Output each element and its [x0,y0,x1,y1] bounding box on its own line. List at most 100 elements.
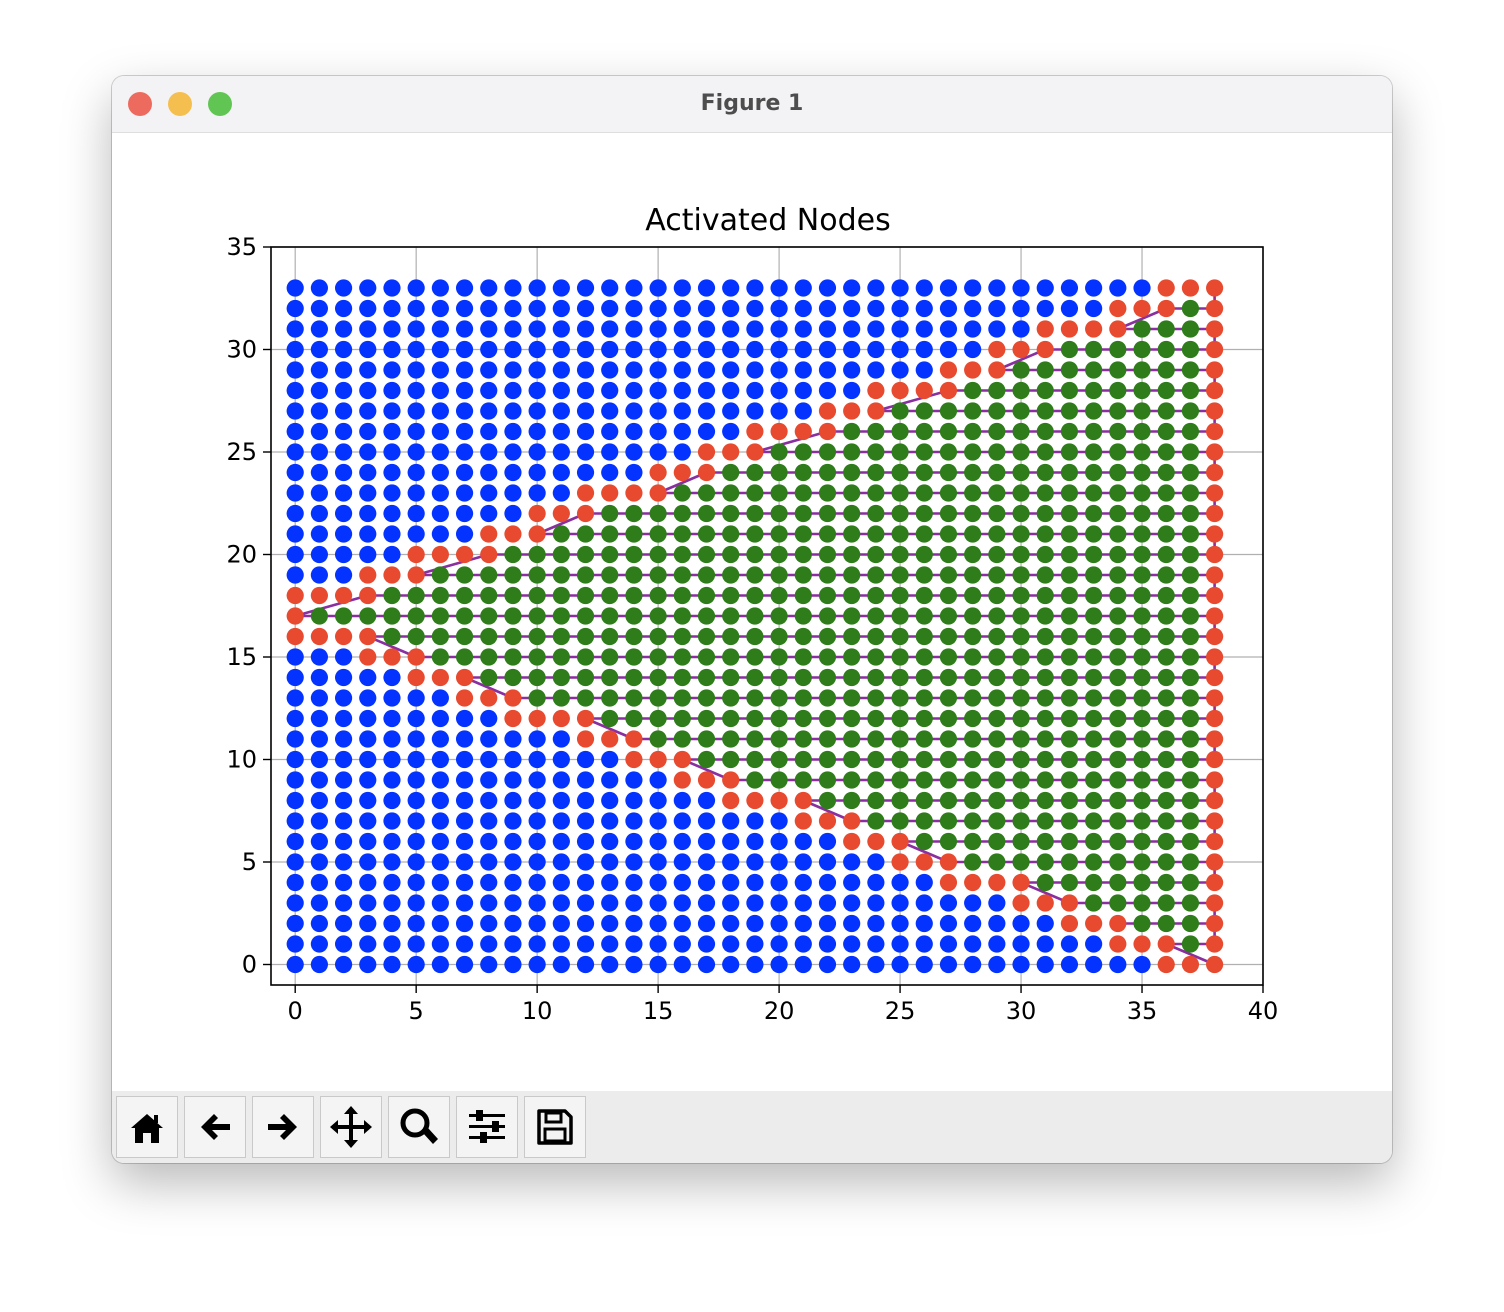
interior-node [843,750,861,769]
inactive-node [649,299,667,318]
inactive-node [552,812,570,830]
forward-button[interactable] [252,1096,314,1158]
inactive-node [770,812,788,830]
interior-node [1085,443,1103,461]
inactive-node [1133,279,1151,297]
interior-node [1109,709,1127,728]
interior-node [818,586,837,605]
inactive-node [528,361,546,379]
inactive-node [455,894,474,912]
interior-node [601,689,619,707]
inactive-node [528,463,546,482]
inactive-node [431,709,449,728]
interior-node [794,504,812,523]
boundary-node [1206,504,1224,523]
inactive-node [625,361,643,379]
figure-canvas[interactable]: Activated Nodes 0 5 10 15 20 25 30 35 40 0 5 10 15 20… [112,133,1392,1091]
interior-node [528,586,546,605]
interior-node [1036,730,1054,748]
boundary-node [576,730,595,748]
inactive-node [746,279,764,297]
interior-node [649,607,667,625]
inactive-node [455,463,474,482]
inactive-node [576,750,595,769]
boundary-node [1036,340,1054,359]
inactive-node [1060,955,1079,974]
inactive-node [431,873,449,892]
inactive-node [528,299,546,318]
inactive-node [383,545,401,564]
interior-node [528,566,546,584]
inactive-node [407,340,425,359]
inactive-node [722,402,740,420]
inactive-node [383,791,401,810]
interior-node [601,627,619,646]
boundary-node [1060,894,1079,912]
inactive-node [334,689,353,707]
subplots-button[interactable] [456,1096,518,1158]
interior-node [939,791,958,810]
back-button[interactable] [184,1096,246,1158]
interior-node [1181,340,1200,359]
inactive-node [649,279,667,297]
scatter-chart[interactable]: Activated Nodes 0 5 10 15 20 25 30 35 40 0 5 10 15 20… [112,133,1392,1091]
inactive-node [915,914,933,933]
interior-node [770,689,788,707]
interior-node [1012,750,1030,769]
inactive-node [818,279,837,297]
inactive-node [431,771,449,789]
boundary-node [1085,320,1103,338]
inactive-node [915,894,933,912]
boundary-node [601,484,619,502]
inactive-node [480,299,498,318]
inactive-node [431,279,449,297]
interior-node [1012,361,1030,379]
y-tick-label: 25 [226,438,257,466]
interior-node [1060,402,1079,420]
interior-node [1060,381,1079,400]
inactive-node [746,361,764,379]
inactive-node [1085,279,1103,297]
interior-node [1012,791,1030,810]
interior-node [891,586,909,605]
inactive-node [310,463,328,482]
inactive-node [697,894,716,912]
inactive-node [625,935,643,953]
interior-node [818,791,837,810]
home-button[interactable] [116,1096,178,1158]
interior-node [1060,484,1079,502]
inactive-node [576,791,595,810]
boundary-node [770,422,788,441]
interior-node [1036,586,1054,605]
interior-node [1109,607,1127,625]
interior-node [528,545,546,564]
inactive-node [722,422,740,441]
inactive-node [431,730,449,748]
minimize-button[interactable] [168,92,192,116]
inactive-node [407,504,425,523]
interior-node [552,668,570,687]
interior-node [359,607,377,625]
inactive-node [746,914,764,933]
interior-node [697,586,716,605]
interior-node [818,443,837,461]
inactive-node [649,894,667,912]
interior-node [407,586,425,605]
inactive-node [480,853,498,871]
close-button[interactable] [128,92,152,116]
inactive-node [455,709,474,728]
interior-node [988,443,1006,461]
save-button[interactable] [524,1096,586,1158]
zoom-window-button[interactable] [208,92,232,116]
interior-node [722,566,740,584]
inactive-node [794,935,812,953]
interior-node [915,709,933,728]
inactive-node [1012,279,1030,297]
inactive-node [625,320,643,338]
inactive-node [431,320,449,338]
zoom-button[interactable] [388,1096,450,1158]
inactive-node [359,791,377,810]
pan-button[interactable] [320,1096,382,1158]
interior-node [867,627,885,646]
interior-node [504,586,522,605]
